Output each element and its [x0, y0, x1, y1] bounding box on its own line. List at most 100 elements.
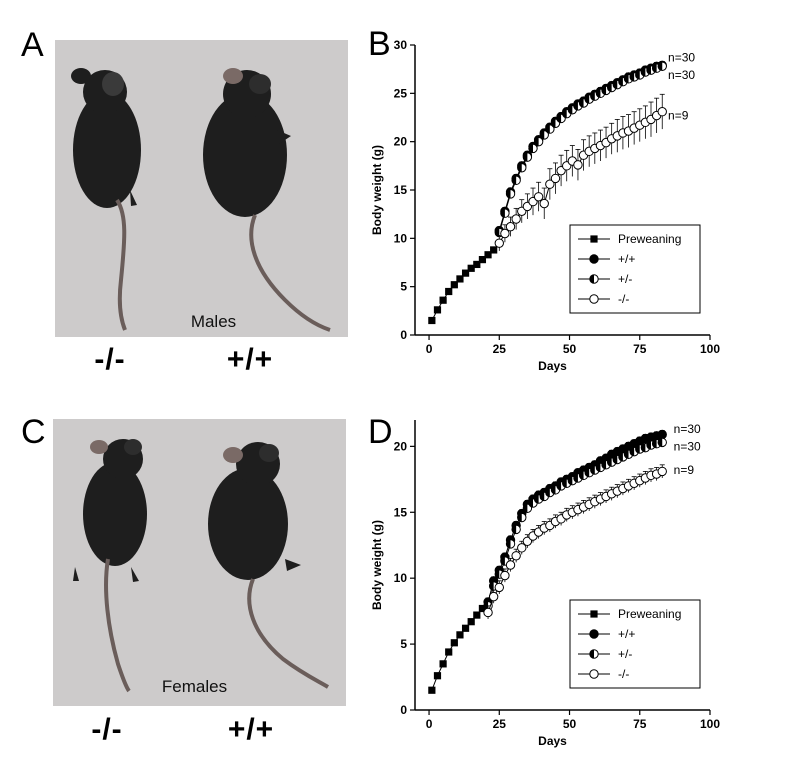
chart-b-point-preweaning — [484, 251, 492, 259]
chart-b-point-heterozygous — [533, 136, 544, 147]
chart-b-n-annotation: n=9 — [668, 109, 689, 123]
chart-d-point-preweaning — [473, 611, 481, 619]
chart-b-legend-label-preweaning: Preweaning — [618, 232, 681, 246]
chart-d-point-preweaning — [478, 604, 487, 613]
chart-b-y-tick-label: 30 — [394, 38, 408, 52]
chart-d-point-preweaning — [428, 686, 436, 694]
chart-d-body-weight-females: 0 25 50 75 100 0 5 10 15 20 Days Body weight (g) n=3… — [370, 420, 720, 748]
genotype-label-knockout-males: -/- — [94, 343, 126, 376]
chart-b-legend-marker-wildtype — [589, 254, 599, 264]
chart-b-point-knockout — [573, 160, 583, 170]
chart-d-series-knockout — [483, 464, 667, 620]
males-mice-illustration — [71, 68, 331, 332]
chart-d-y-axis-label: Body weight (g) — [370, 520, 384, 610]
chart-d-x-tick-label: 75 — [633, 717, 647, 731]
panel-letter-b: B — [368, 25, 391, 63]
chart-b-point-preweaning — [433, 306, 442, 314]
chart-d-point-knockout — [522, 536, 533, 546]
chart-d-n-annotation: n=30 — [674, 439, 701, 453]
chart-b-point-preweaning — [456, 275, 464, 283]
chart-b-point-knockout — [511, 214, 521, 224]
chart-d-x-axis-label: Days — [538, 734, 567, 748]
chart-d-series-wildtype — [483, 429, 667, 607]
chart-b-x-tick-label: 50 — [563, 342, 577, 356]
chart-b-point-knockout — [539, 198, 549, 209]
chart-d-point-knockout — [517, 543, 527, 553]
panel-letter-a: A — [21, 26, 44, 64]
chart-b-point-preweaning — [461, 269, 470, 277]
chart-d-point-heterozygous — [657, 437, 667, 448]
chart-d-point-knockout — [483, 607, 493, 618]
chart-b-point-preweaning — [445, 287, 453, 296]
chart-b-point-knockout — [533, 192, 544, 202]
genotype-label-knockout-females: -/- — [91, 713, 123, 746]
chart-d-point-knockout — [494, 582, 504, 593]
chart-b-point-preweaning — [467, 264, 475, 272]
females-photo: Females — [53, 419, 346, 706]
chart-b-point-heterozygous — [651, 63, 662, 73]
chart-d-point-heterozygous — [511, 524, 521, 535]
chart-b-point-knockout — [550, 173, 561, 184]
chart-b-y-tick-label: 5 — [400, 280, 407, 294]
chart-b-point-preweaning — [478, 256, 487, 264]
chart-b-series-line-knockout — [498, 111, 663, 244]
chart-b-point-preweaning — [490, 246, 498, 254]
panel-letter-d: D — [368, 413, 393, 451]
chart-b-legend: Preweaning +/+ +/- -/- — [569, 224, 701, 314]
chart-b-x-tick-label: 100 — [700, 342, 720, 356]
chart-b-y-tick-label: 15 — [394, 183, 408, 197]
chart-d-y-tick-label: 10 — [394, 571, 408, 585]
chart-d-point-knockout — [657, 466, 667, 477]
chart-b-y-tick-label: 25 — [394, 86, 408, 100]
chart-d-x-tick-label: 25 — [493, 717, 507, 731]
chart-b-legend-label-wildtype: +/+ — [618, 252, 635, 266]
chart-b-x-tick-label: 0 — [426, 342, 433, 356]
chart-b-x-tick-label: 25 — [493, 342, 507, 356]
chart-b-point-heterozygous — [657, 61, 667, 71]
chart-d-y-tick-label: 15 — [394, 505, 408, 519]
chart-d-n-annotation: n=9 — [674, 463, 695, 477]
chart-b-point-preweaning — [450, 281, 458, 289]
chart-d-point-wildtype — [657, 429, 667, 440]
chart-b-legend-label-knockout: -/- — [618, 292, 629, 306]
chart-b-x-axis-label: Days — [538, 359, 567, 373]
chart-d-x-tick-label: 50 — [563, 717, 577, 731]
chart-d-series-line-wildtype — [487, 434, 663, 603]
chart-d-point-preweaning — [450, 639, 458, 647]
chart-d-n-annotation: n=30 — [674, 422, 701, 436]
males-caption: Males — [190, 312, 237, 331]
wildtype-male-mouse — [203, 68, 331, 332]
chart-b-point-knockout — [505, 222, 516, 232]
chart-b-legend-marker-knockout — [589, 294, 599, 304]
chart-b-point-knockout — [545, 179, 555, 189]
chart-b-point-preweaning — [428, 316, 436, 325]
males-photo: Males — [55, 40, 348, 337]
genotype-label-wildtype-females: +/+ — [227, 713, 275, 746]
chart-d-legend-label-knockout: -/- — [618, 667, 629, 681]
chart-b-point-heterozygous — [517, 163, 527, 173]
chart-d-legend-marker-heterozygous — [589, 649, 599, 659]
chart-d-legend-label-heterozygous: +/- — [618, 647, 632, 661]
chart-b-body-weight-males: 0 25 50 75 100 0 5 10 15 20 25 30 Days Body weight (g… — [370, 38, 720, 373]
chart-d-point-preweaning — [445, 648, 453, 656]
chart-b-point-heterozygous — [528, 143, 538, 154]
chart-b-legend-marker-heterozygous — [589, 274, 599, 284]
chart-d-x-tick-label: 100 — [700, 717, 720, 731]
chart-b-point-preweaning — [473, 260, 481, 269]
chart-b-point-knockout — [494, 238, 504, 248]
chart-d-point-heterozygous — [517, 512, 527, 523]
chart-d-point-heterozygous — [567, 475, 578, 486]
chart-d-legend-label-preweaning: Preweaning — [618, 607, 681, 621]
chart-b-y-tick-label: 20 — [394, 135, 408, 149]
knockout-female-mouse — [73, 439, 147, 693]
chart-b-point-heterozygous — [539, 130, 549, 140]
females-mice-illustration — [73, 439, 330, 693]
chart-d-legend: Preweaning +/+ +/- -/- — [569, 599, 701, 689]
chart-d-point-heterozygous — [629, 446, 639, 457]
chart-d-y-tick-label: 0 — [400, 703, 407, 717]
chart-d-point-preweaning — [439, 660, 447, 668]
chart-b-point-heterozygous — [505, 189, 516, 199]
chart-d-series-heterozygous — [483, 437, 667, 611]
knockout-male-mouse — [71, 68, 141, 331]
chart-b-series-heterozygous — [494, 61, 667, 238]
